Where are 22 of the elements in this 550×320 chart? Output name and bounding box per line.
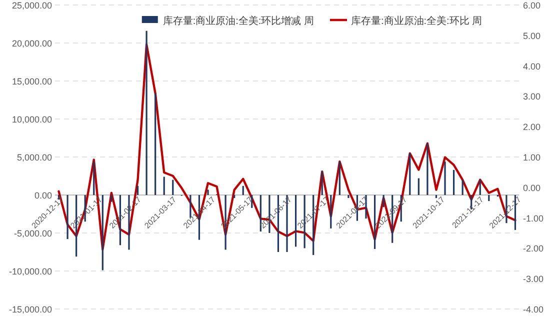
y2-tick-label: 2.00 [523,122,541,132]
y2-tick-label: 3.00 [523,92,541,102]
y2-tick-label: -4.00 [523,304,544,314]
y2-tick-label: -3.00 [523,274,544,284]
y-tick-label: -10,000.00 [8,266,52,276]
y2-tick-label: -2.00 [523,244,544,254]
legend-label: 库存量:商业原油:全美:环比 周 [351,15,482,27]
legend-label: 库存量:商业原油:全美:环比增减 周 [162,15,314,27]
y2-tick-label: 4.00 [523,61,541,72]
y2-tick-label: 6.00 [523,0,541,10]
y-tick-label: 10,000.00 [12,114,52,124]
y-tick-label: 5,000.00 [16,152,52,162]
y-tick-label: 25,000.00 [12,0,52,10]
y2-tick-label: -1.00 [523,213,544,224]
y-tick-label: 15,000.00 [12,76,52,86]
y2-tick-label: 5.00 [523,30,541,41]
y2-tick-label: 0.00 [523,182,541,193]
y-tick-label: 20,000.00 [12,38,52,48]
y2-tick-label: 1.00 [523,152,541,162]
y-tick-label: 0.00 [34,190,52,200]
y-tick-label: -15,000.00 [8,304,52,314]
y-tick-label: -5,000.00 [14,228,52,238]
